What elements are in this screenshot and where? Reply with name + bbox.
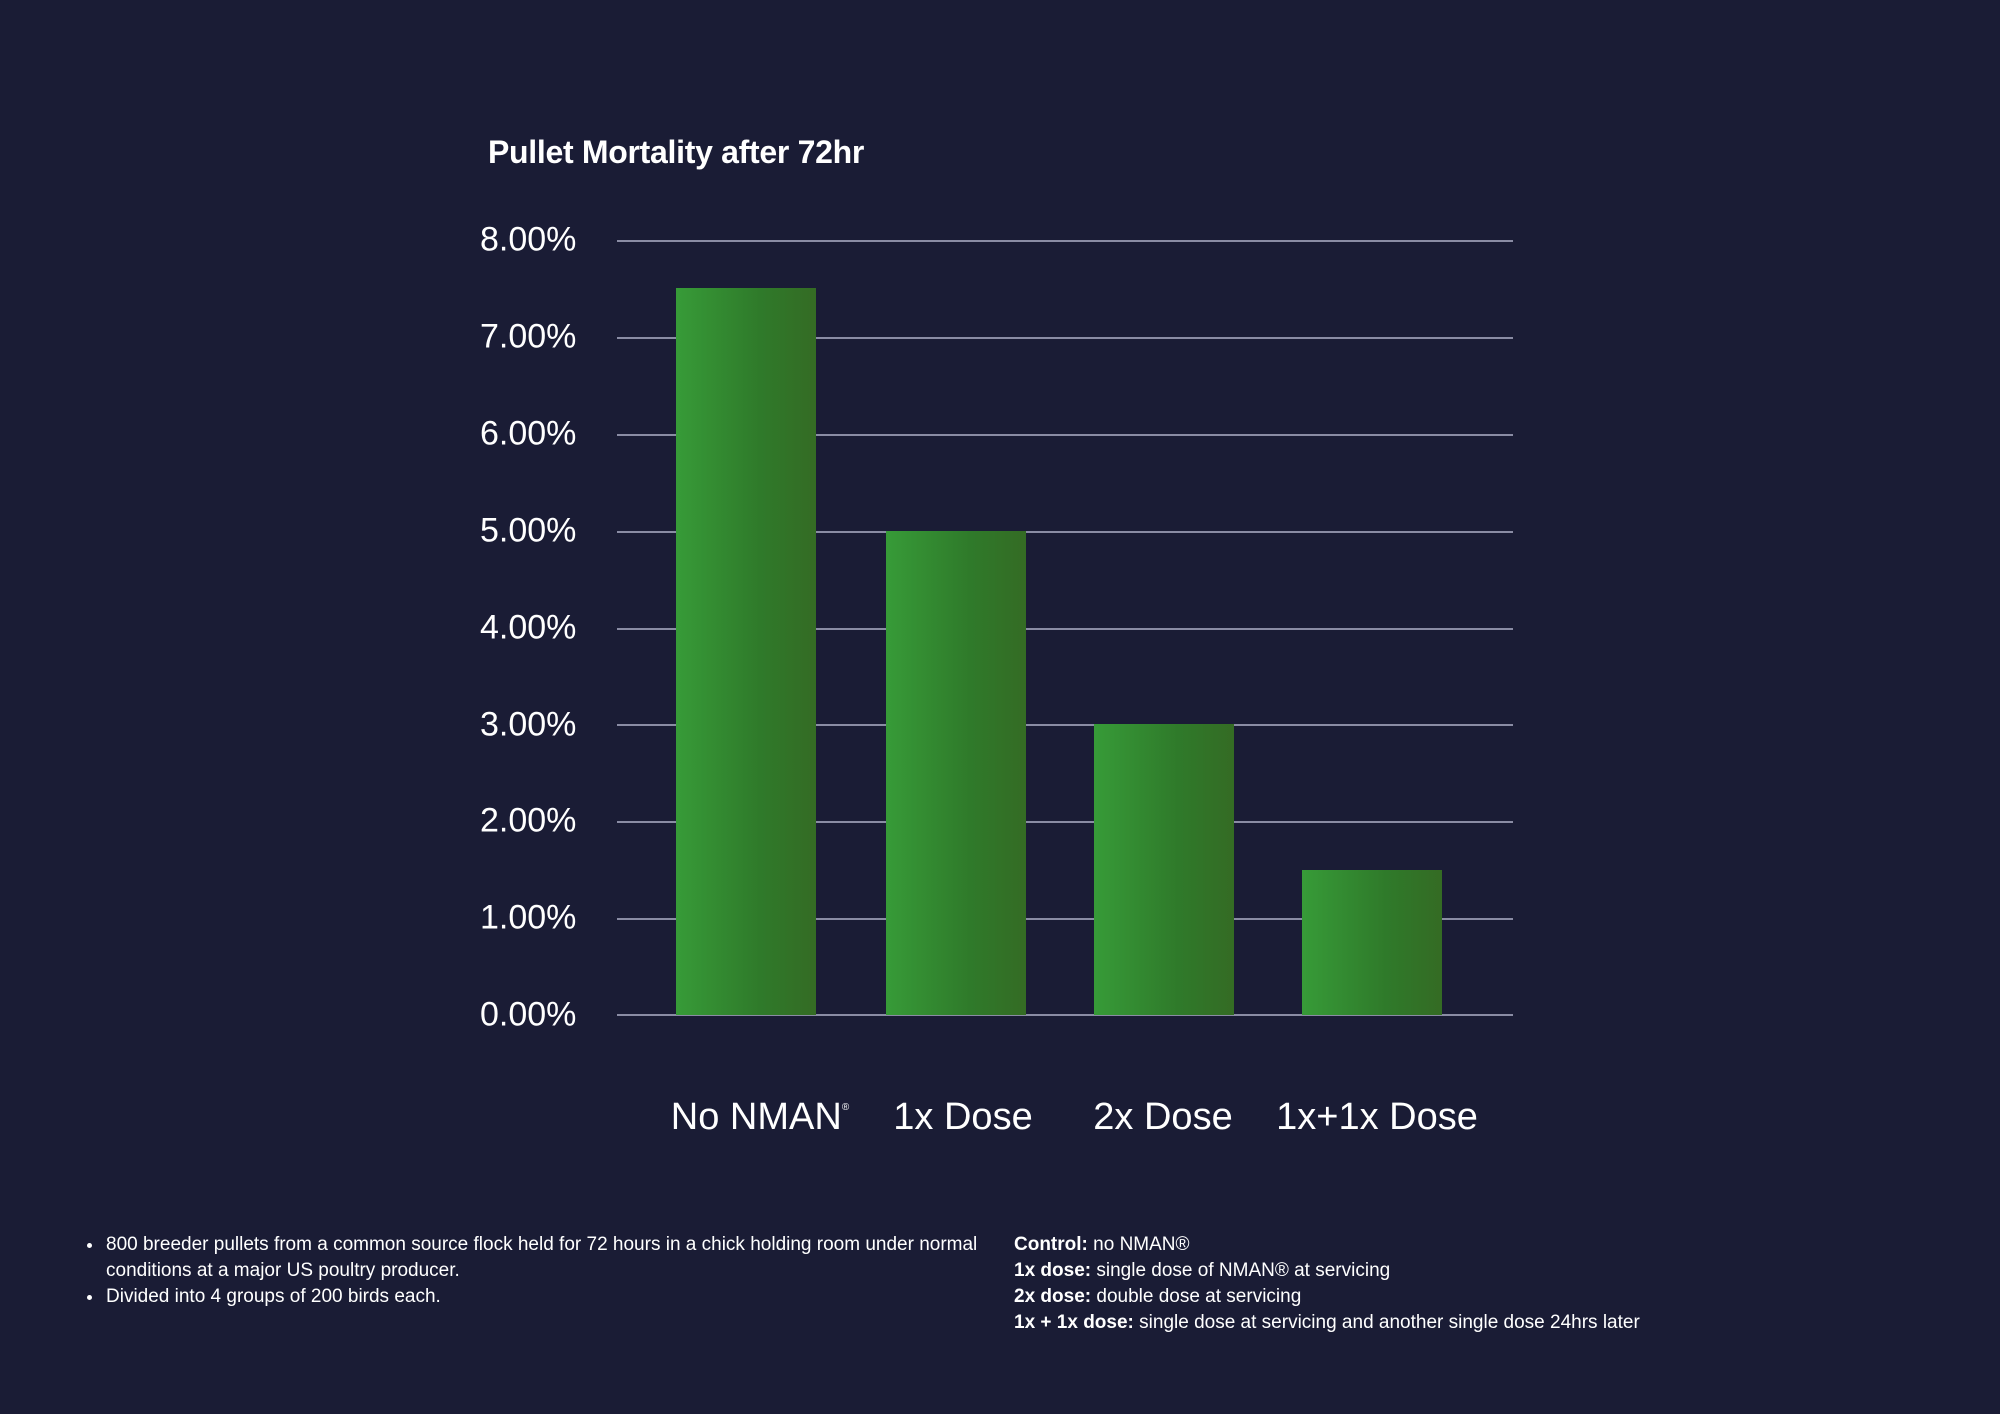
gridline — [617, 240, 1513, 242]
gridline — [617, 628, 1513, 630]
bar-1x-1x-dose — [1302, 869, 1442, 1015]
note-bullet: 800 breeder pullets from a common source… — [104, 1232, 984, 1284]
y-tick-label: 3.00% — [480, 705, 577, 744]
bar-2x-dose — [1094, 724, 1234, 1015]
y-tick-label: 5.00% — [480, 511, 577, 550]
gridline — [617, 531, 1513, 533]
gridline — [617, 918, 1513, 920]
gridline — [617, 724, 1513, 726]
bar-no-nman — [676, 288, 816, 1015]
y-tick-label: 1.00% — [480, 898, 577, 937]
x-label-2x-dose: 2x Dose — [1093, 1096, 1233, 1138]
x-label-1x-1x-dose: 1x+1x Dose — [1276, 1096, 1478, 1138]
definition-control: Control: no NMAN® — [1014, 1234, 1190, 1255]
x-label-no-nman: No NMAN® — [670, 1096, 850, 1138]
x-axis-baseline — [617, 1014, 1513, 1016]
y-tick-label: 8.00% — [480, 220, 577, 259]
y-tick-label: 4.00% — [480, 608, 577, 647]
y-tick-label: 7.00% — [480, 317, 577, 356]
study-notes: 800 breeder pullets from a common source… — [84, 1232, 984, 1310]
gridline — [617, 434, 1513, 436]
gridline — [617, 821, 1513, 823]
y-tick-label: 2.00% — [480, 801, 577, 840]
x-label-1x-dose: 1x Dose — [893, 1096, 1033, 1138]
y-tick-label: 6.00% — [480, 414, 577, 453]
bar-1x-dose — [886, 530, 1026, 1015]
plot-area — [617, 240, 1513, 1016]
gridline — [617, 337, 1513, 339]
definition-1x-1x-dose: 1x + 1x dose: single dose at servicing a… — [1014, 1312, 1640, 1333]
definition-2x-dose: 2x dose: double dose at servicing — [1014, 1286, 1302, 1307]
note-bullet: Divided into 4 groups of 200 birds each. — [104, 1284, 984, 1310]
dose-definitions: Control: no NMAN® 1x dose: single dose o… — [1014, 1232, 1640, 1336]
y-tick-label: 0.00% — [480, 995, 577, 1034]
definition-1x-dose: 1x dose: single dose of NMAN® at servici… — [1014, 1260, 1391, 1281]
chart-title: Pullet Mortality after 72hr — [488, 134, 864, 170]
